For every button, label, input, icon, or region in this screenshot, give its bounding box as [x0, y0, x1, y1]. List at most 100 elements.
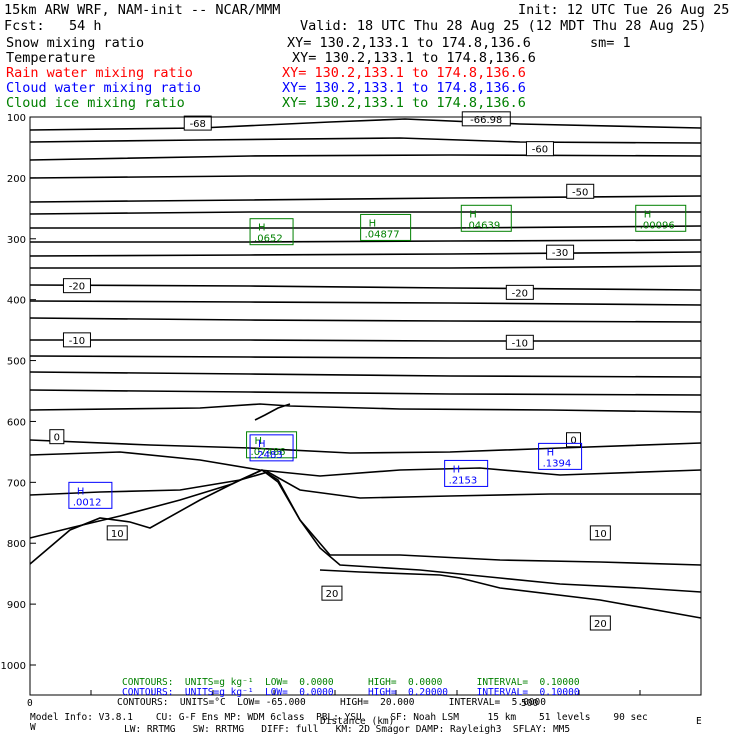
- cloud-ice-max-h-label: H: [469, 209, 477, 220]
- contour-info-temperature: CONTOURS: UNITS=°C LOW= -65.000 HIGH= 20…: [117, 697, 546, 708]
- temperature-contour: [29, 154, 702, 161]
- cloud-ice-max-value: .04877: [365, 229, 400, 240]
- temperature-contour: [30, 265, 702, 269]
- field-xy-rain: XY= 130.2,133.1 to 174.8,136.6: [282, 65, 526, 81]
- chart-title: 15km ARW WRF, NAM-init -- NCAR/MMM: [4, 2, 281, 18]
- cloud-water-max-box: [444, 459, 489, 487]
- cloud-water-max-box: [68, 481, 113, 509]
- west-label: W: [30, 722, 36, 733]
- temperature-label: -50: [572, 187, 588, 198]
- valid-time: Valid: 18 UTC Thu 28 Aug 25 (12 MDT Thu …: [300, 18, 707, 34]
- y-tick-label: 500: [7, 357, 26, 368]
- cloud-water-max-h-label: H: [258, 439, 266, 450]
- field-xy-snow: XY= 130.2,133.1 to 174.8,136.6: [287, 35, 531, 51]
- temperature-label: 10: [594, 529, 607, 540]
- temperature-label-box: [106, 525, 128, 541]
- temperature-contour: [29, 284, 702, 291]
- temperature-contour: [29, 211, 701, 215]
- temperature-contour: [29, 469, 702, 566]
- cloud-ice-max-h-label: H: [255, 436, 263, 447]
- temperature-label-box: [566, 183, 595, 199]
- temperature-label: -68: [190, 119, 206, 130]
- temperature-contour: [29, 300, 702, 306]
- model-info-line-2: LW: RRTMG SW: RRTMG DIFF: full KM: 2D Sm…: [124, 724, 571, 735]
- y-tick-label: 900: [7, 600, 26, 611]
- temperature-label: 10: [111, 529, 124, 540]
- y-tick-label: 300: [7, 235, 26, 246]
- forecast-hour: Fcst: 54 h: [4, 18, 102, 34]
- y-tick-label: 200: [7, 174, 26, 185]
- cloud-water-max-h-label: H: [453, 464, 461, 475]
- temperature-contour: [30, 225, 702, 229]
- field-xy-cloud-water: XY= 130.2,133.1 to 174.8,136.6: [282, 80, 526, 96]
- temperature-contour: [29, 439, 702, 454]
- y-tick-label: 800: [7, 539, 26, 550]
- y-tick-label: 600: [7, 417, 26, 428]
- cloud-water-max-value: .2153: [449, 475, 478, 486]
- temperature-contour: [29, 389, 702, 396]
- cloud-outline: [254, 403, 291, 421]
- temperature-label: -10: [512, 338, 528, 349]
- field-xy-cloud-ice: XY= 130.2,133.1 to 174.8,136.6: [282, 95, 526, 111]
- temperature-label-box: [589, 615, 611, 631]
- temperature-contour: [29, 137, 702, 144]
- temperature-label-box: [62, 278, 91, 294]
- cloud-ice-max-h-label: H: [369, 218, 377, 229]
- temperature-label: 20: [594, 619, 607, 630]
- cloud-ice-max-value: .07486: [251, 447, 286, 458]
- plot-frame: [29, 116, 702, 696]
- temperature-label-box: [321, 585, 343, 601]
- temperature-contour: [29, 118, 702, 131]
- temperature-contour: [29, 451, 702, 477]
- contour-info-ice: CONTOURS: UNITS=g kg⁻¹ LOW= 0.0000 HIGH=…: [122, 677, 580, 688]
- temperature-label-box: [461, 111, 511, 127]
- temperature-label: 0: [54, 433, 60, 444]
- cloud-water-max-h-label: H: [77, 486, 85, 497]
- temperature-label: 0: [570, 436, 576, 447]
- field-name-temperature: Temperature: [6, 50, 96, 66]
- contour-info-water: CONTOURS: UNITS=g kg⁻¹ LOW= 0.0000 HIGH=…: [122, 687, 580, 698]
- x-tick-0: 0: [27, 698, 33, 709]
- cloud-ice-max-value: .0652: [254, 234, 283, 245]
- field-xy-temperature: XY= 130.2,133.1 to 174.8,136.6: [292, 50, 536, 66]
- field-name-cloud-water: Cloud water mixing ratio: [6, 80, 202, 96]
- temperature-label-box: [589, 525, 611, 541]
- temperature-contour: [319, 569, 702, 619]
- temperature-label-box: [62, 332, 91, 348]
- temperature-contour: [29, 403, 702, 413]
- temperature-label-box: [546, 244, 575, 260]
- cloud-water-max-h-label: H: [547, 447, 555, 458]
- y-tick-label: 1000: [1, 661, 26, 672]
- temperature-label: -66.98: [470, 115, 502, 126]
- cloud-ice-max-box: [635, 204, 687, 232]
- y-tick-label: 700: [7, 478, 26, 489]
- init-time: Init: 12 UTC Tue 26 Aug 25: [518, 2, 730, 18]
- temperature-contour: [29, 195, 702, 203]
- temperature-contour: [29, 469, 702, 593]
- temperature-contour: [29, 251, 702, 257]
- temperature-label-box: [505, 284, 534, 300]
- field-name-cloud-ice: Cloud ice mixing ratio: [6, 95, 185, 111]
- temperature-label: -10: [69, 336, 85, 347]
- cloud-ice-max-value: .00096: [640, 220, 675, 231]
- temperature-label: -30: [552, 248, 568, 259]
- temperature-label-box: [525, 141, 554, 157]
- y-tick-label: 400: [7, 296, 26, 307]
- cloud-ice-max-h-label: H: [644, 209, 652, 220]
- temperature-contour: [29, 175, 701, 179]
- y-tick-label: 100: [7, 113, 26, 124]
- temperature-label-box: [183, 115, 212, 131]
- temperature-contour: [29, 355, 701, 359]
- cloud-water-max-value: .0012: [73, 497, 102, 508]
- x-axis-label: Distance (km): [320, 716, 395, 727]
- temperature-label: -60: [532, 145, 548, 156]
- cloud-ice-max-box: [360, 213, 412, 241]
- temperature-contour: [29, 471, 701, 499]
- temperature-contour: [29, 371, 702, 378]
- east-label: E: [696, 716, 702, 727]
- temperature-contour: [29, 317, 702, 323]
- cloud-water-max-box: [538, 442, 583, 470]
- temperature-contour: [30, 339, 701, 342]
- temperature-label: -20: [512, 288, 528, 299]
- cloud-water-max-box: [249, 434, 294, 462]
